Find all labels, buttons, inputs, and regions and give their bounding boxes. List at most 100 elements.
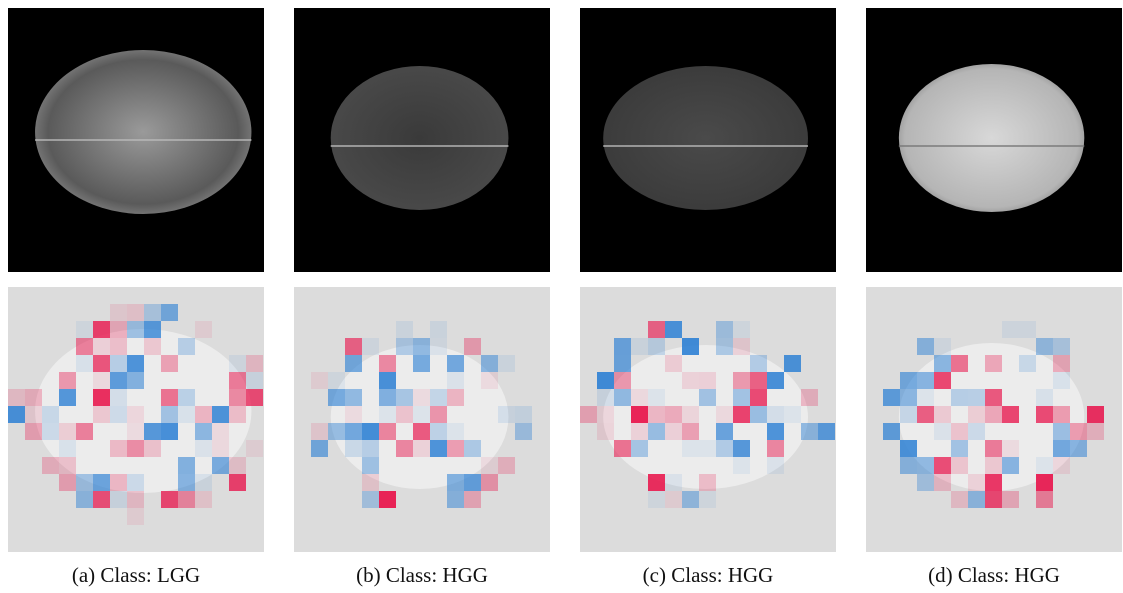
heatmap-cell — [229, 389, 246, 406]
heatmap-cell — [93, 389, 110, 406]
heatmap-cell — [195, 423, 212, 440]
heatmap-cell — [127, 372, 144, 389]
heatmap-cell — [733, 457, 750, 474]
heatmap-cell — [127, 491, 144, 508]
heatmap-cell — [144, 423, 161, 440]
heatmap-cell — [127, 474, 144, 491]
brain — [35, 50, 251, 214]
heatmap-cell — [682, 440, 699, 457]
heatmap-cell — [597, 406, 614, 423]
heatmap-cell — [59, 389, 76, 406]
heatmap-cell — [212, 457, 229, 474]
heatmap-cell — [900, 372, 917, 389]
heatmap-cell — [362, 491, 379, 508]
heatmap-cell — [1002, 440, 1019, 457]
heatmap-cell — [900, 440, 917, 457]
heatmap-cell — [430, 338, 447, 355]
heatmap-cell — [430, 423, 447, 440]
heatmap-cell — [345, 440, 362, 457]
heatmap-cell — [951, 491, 968, 508]
heatmap-cell — [934, 406, 951, 423]
heatmap-cell — [1053, 338, 1070, 355]
heatmap-cell — [396, 389, 413, 406]
heatmap-cell — [515, 406, 532, 423]
heatmap-cell — [515, 423, 532, 440]
heatmap-cell — [127, 423, 144, 440]
heatmap-cell — [229, 372, 246, 389]
heatmap-cell — [934, 457, 951, 474]
heatmap-cell — [379, 423, 396, 440]
heatmap-cell — [631, 389, 648, 406]
heatmap-cell — [917, 338, 934, 355]
heatmap-cell — [682, 372, 699, 389]
heatmap-cell — [229, 457, 246, 474]
heatmap-cell — [396, 338, 413, 355]
heatmap-cell — [110, 338, 127, 355]
heatmap-cell — [59, 423, 76, 440]
heatmap-cell — [1087, 406, 1104, 423]
heatmap-cell — [985, 355, 1002, 372]
heatmap-cell — [93, 372, 110, 389]
heatmap-cell — [76, 491, 93, 508]
heatmap-cell — [1087, 423, 1104, 440]
heatmap-cell — [699, 389, 716, 406]
heatmap-cell — [8, 406, 25, 423]
heatmap-cell — [614, 372, 631, 389]
heatmap-cell — [1019, 321, 1036, 338]
heatmap-cell — [1036, 389, 1053, 406]
heatmap-cell — [345, 355, 362, 372]
heatmap-cell — [648, 474, 665, 491]
heatmap-cell — [767, 372, 784, 389]
heatmap-cell — [648, 338, 665, 355]
heatmap-cell — [127, 321, 144, 338]
heatmap-cell — [498, 406, 515, 423]
heatmap-cell — [345, 406, 362, 423]
heatmap-cell — [76, 338, 93, 355]
heatmap-cell — [328, 389, 345, 406]
heatmap-cell — [985, 474, 1002, 491]
heatmap-cell — [631, 423, 648, 440]
heatmap-cell — [733, 372, 750, 389]
heatmap-cell — [110, 321, 127, 338]
heatmap-cell — [934, 338, 951, 355]
heatmap-cell — [161, 423, 178, 440]
heatmap-cell — [1053, 457, 1070, 474]
heatmap-cell — [665, 321, 682, 338]
heatmap-cell — [195, 440, 212, 457]
heatmap-cell — [597, 423, 614, 440]
heatmap-cell — [161, 406, 178, 423]
heatmap-cell — [985, 389, 1002, 406]
heatmap-cell — [733, 440, 750, 457]
heatmap-cell — [59, 372, 76, 389]
heatmap-cell — [481, 372, 498, 389]
heatmap-cell — [934, 423, 951, 440]
heatmap-cell — [447, 355, 464, 372]
heatmap-cell — [801, 423, 818, 440]
heatmap-cell — [413, 355, 430, 372]
heatmap-cell — [93, 406, 110, 423]
heatmap-cell — [1053, 406, 1070, 423]
heatmap-cell — [161, 389, 178, 406]
heatmap-cell — [93, 474, 110, 491]
heatmap-cell — [93, 321, 110, 338]
heatmap-cell — [447, 440, 464, 457]
heatmap-cell — [464, 491, 481, 508]
caption: (a) Class: LGG — [72, 563, 200, 587]
heatmap-cell — [379, 372, 396, 389]
heatmap-cell — [464, 338, 481, 355]
heatmap-cell — [246, 355, 263, 372]
heatmap-cell — [818, 423, 835, 440]
heatmap-cell — [699, 372, 716, 389]
heatmap-cell — [1036, 406, 1053, 423]
heatmap-cell — [900, 406, 917, 423]
heatmap-cell — [917, 406, 934, 423]
heatmap-cell — [665, 406, 682, 423]
heatmap-cell — [1070, 423, 1087, 440]
heatmap-cell — [447, 389, 464, 406]
heatmap-cell — [25, 423, 42, 440]
heatmap-cell — [1036, 491, 1053, 508]
heatmap-cell — [1036, 457, 1053, 474]
heatmap-cell — [716, 338, 733, 355]
heatmap-cell — [481, 355, 498, 372]
heatmap-cell — [8, 389, 25, 406]
